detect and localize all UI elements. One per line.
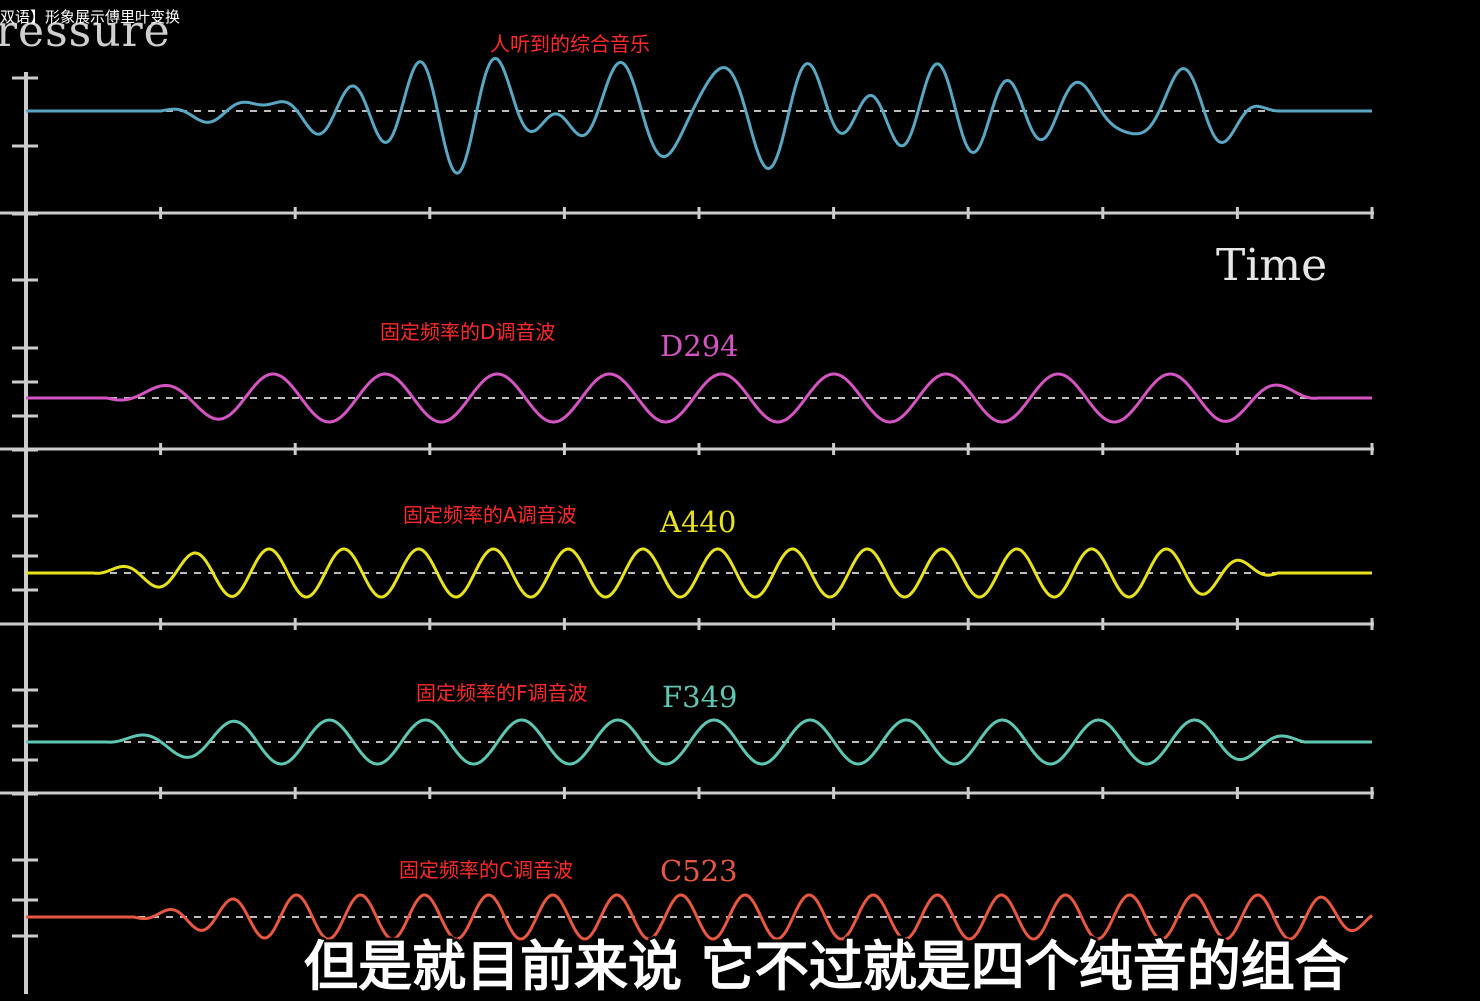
note-label-d294: D294 bbox=[660, 329, 739, 363]
annotation-d-wave: 固定频率的D调音波 bbox=[380, 320, 556, 344]
y-axis-label: ressure bbox=[0, 6, 171, 57]
x-axis-label: Time bbox=[1216, 240, 1328, 291]
annotation-mixed-music: 人听到的综合音乐 bbox=[490, 32, 650, 56]
wave-a440 bbox=[26, 547, 1372, 599]
subtitle: 但是就目前来说 它不过就是四个纯音的组合 bbox=[304, 935, 1349, 998]
wave-d294 bbox=[26, 372, 1372, 424]
note-label-f349: F349 bbox=[662, 680, 738, 714]
video-title: 双语】形象展示傅里叶变换 bbox=[0, 8, 181, 26]
annotation-c-wave: 固定频率的C调音波 bbox=[399, 858, 573, 882]
note-label-c523: C523 bbox=[660, 854, 738, 888]
wave-mixed bbox=[26, 56, 1372, 175]
wave-f349 bbox=[26, 718, 1372, 766]
note-label-a440: A440 bbox=[660, 505, 737, 539]
annotation-a-wave: 固定频率的A调音波 bbox=[403, 503, 577, 527]
annotation-f-wave: 固定频率的F调音波 bbox=[416, 681, 588, 705]
wave-c523 bbox=[26, 893, 1373, 941]
